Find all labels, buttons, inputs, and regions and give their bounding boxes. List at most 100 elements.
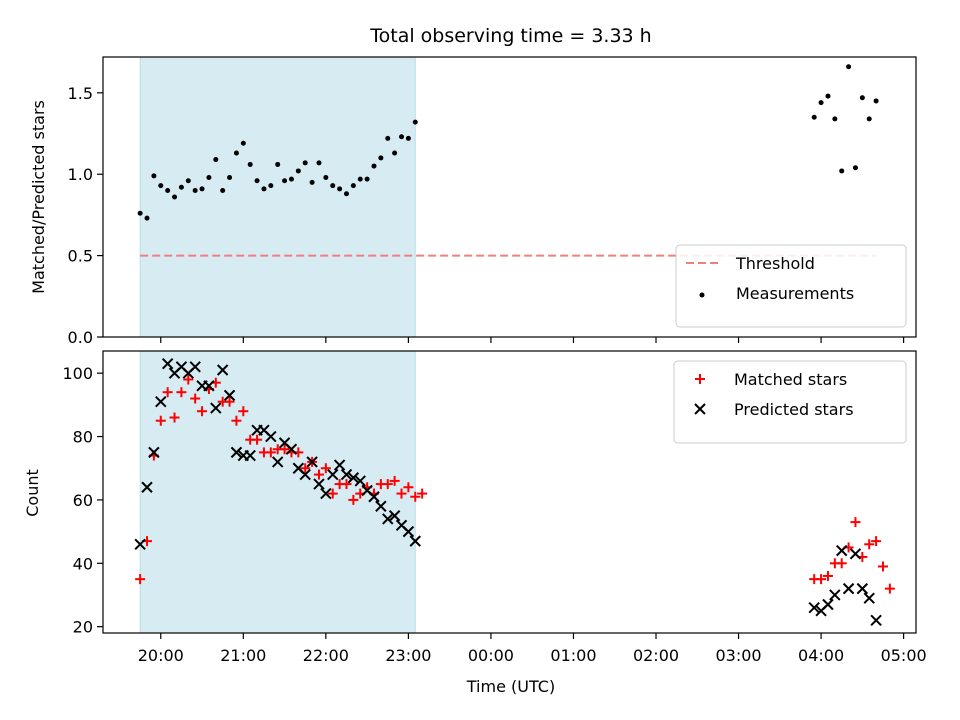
y-tick-label: 100 [62,364,93,383]
matched-star-point [341,479,352,490]
measurement-point [378,155,384,161]
y-tick-label: 20 [73,618,93,637]
predicted-star-point [285,443,298,455]
measurement-point [343,191,349,197]
x-axis-label: Time (UTC) [466,677,555,696]
matched-star-point [155,415,166,426]
predicted-star-point [203,380,215,392]
predicted-star-point [829,589,841,601]
measurement-point [309,179,315,185]
matched-star-point [279,444,290,455]
measurement-point [213,157,219,163]
predicted-star-point [223,389,236,402]
matched-star-point [389,475,400,486]
measurement-point [172,194,178,200]
measurement-point [275,161,281,167]
predicted-star-point [402,525,415,538]
measurement-point [866,116,872,122]
measurement-point [295,168,301,174]
measurement-point [818,100,824,106]
matched-star-point [864,539,875,550]
chart-title: Total observing time = 3.33 h [369,25,651,47]
matched-star-point [313,469,324,480]
predicted-star-point [354,475,366,487]
matched-star-point [176,387,187,398]
predicted-star-point [306,456,318,468]
measurement-point [151,173,157,179]
measurement-point [846,64,852,70]
measurement-point [158,183,164,189]
measurement-point [364,176,370,182]
matched-star-point [183,374,194,385]
measurement-point [137,210,143,216]
matched-star-point [197,406,208,417]
plot-layer: 0.0 0.5 1.0 1.5 Threshold Measurements 20 40 60 8… [62,56,927,665]
measurement-point [330,183,336,189]
y-tick-label: 60 [73,491,93,510]
legend-predicted-swatch [694,403,706,415]
y-tick-label: 0.5 [68,247,93,266]
predicted-star-point [382,513,394,525]
x-tick-label: 05:00 [881,646,927,665]
matched-star-point [327,488,338,499]
matched-star-point [300,463,311,474]
predicted-star-point [368,491,380,503]
predicted-star-point [822,598,834,611]
measurement-point [811,114,817,120]
matched-star-point [816,574,827,585]
matched-star-point [871,536,882,547]
legend-label: Predicted stars [734,400,854,419]
measurement-point [254,178,260,184]
predicted-star-point [141,481,153,493]
measurement-point [357,176,363,182]
predicted-star-point [299,468,311,481]
x-tick-label: 23:00 [385,646,431,665]
measurement-point [268,183,274,189]
matched-star-point [135,574,146,585]
predicted-star-point [388,510,401,522]
x-tick-label: 20:00 [138,646,184,665]
measurement-point [316,160,322,166]
x-tick-label: 01:00 [550,646,596,665]
measurement-point [852,165,858,171]
measurement-point [288,176,294,182]
predicted-star-point [161,357,174,370]
measurement-point [178,184,184,190]
measurement-point [371,163,377,169]
matched-star-point [836,558,847,569]
matched-star-point [877,561,888,572]
matched-star-point [265,447,276,458]
predicted-star-point [244,449,256,462]
observing-window-shading [139,56,416,338]
predicted-star-point [409,535,421,547]
matched-star-point [382,479,393,490]
matched-star-point [238,406,249,417]
matched-star-point [320,463,331,474]
matched-star-point [403,482,414,493]
y-tick-label: 1.0 [68,165,93,184]
measurement-point [337,186,343,192]
x-tick-label: 03:00 [715,646,761,665]
y-tick-label: 0.0 [68,328,93,347]
predicted-star-point [863,592,875,604]
matched-star-point [252,434,263,445]
measurement-point [192,187,198,193]
legend-label: Matched stars [734,370,847,389]
measurement-point [859,95,865,101]
predicted-star-point [856,582,869,595]
predicted-star-point [313,478,325,490]
predicted-star-point [320,487,332,500]
predicted-star-point [842,582,855,595]
legend-label: Measurements [736,284,854,303]
matched-star-point [850,517,861,528]
predicted-star-point [808,601,820,614]
matched-star-point [224,396,235,407]
y-tick-label: 80 [73,428,93,447]
predicted-star-point [265,430,277,443]
measurement-point [199,186,205,192]
measurement-point [282,178,288,184]
predicted-star-point [870,614,882,627]
predicted-star-point [210,402,222,414]
